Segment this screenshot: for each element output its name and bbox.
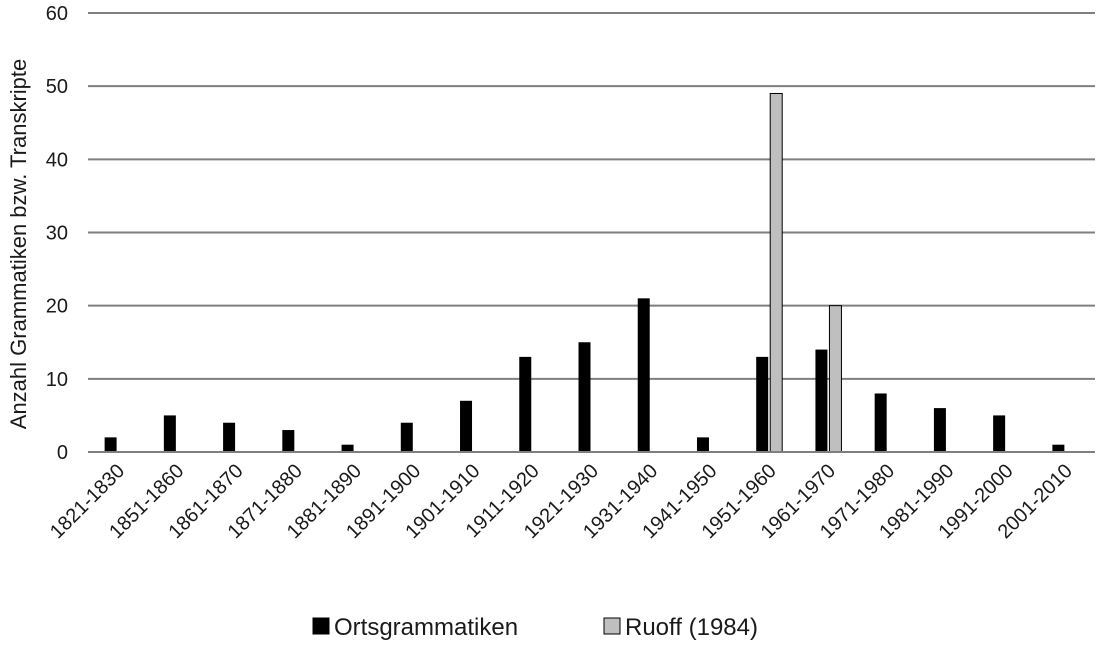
y-axis-label: Anzahl Grammatiken bzw. Transkripte: [6, 59, 31, 429]
y-tick-label: 10: [46, 369, 68, 391]
bar-ortsgrammatiken-1861-1870: [223, 422, 236, 452]
bar-ortsgrammatiken-1901-1910: [460, 400, 473, 452]
bar-ortsgrammatiken-1951-1960: [756, 356, 769, 452]
bar-ortsgrammatiken-1981-1990: [933, 408, 946, 452]
bar-ortsgrammatiken-1871-1880: [282, 430, 295, 452]
legend-label-ruoff: Ruoff (1984): [625, 614, 758, 641]
y-tick-label: 50: [46, 76, 68, 98]
bar-ortsgrammatiken-1991-2000: [993, 415, 1006, 452]
y-tick-label: 20: [46, 296, 68, 318]
legend-swatch-ruoff: [603, 617, 621, 635]
bar-ortsgrammatiken-1961-1970: [815, 349, 828, 452]
y-axis-ticks: 0 10 20 30 40 50 60: [46, 3, 68, 464]
legend-swatch-ortsgrammatiken: [312, 617, 330, 635]
bar-ortsgrammatiken-1821-1830: [104, 437, 117, 452]
bars: [104, 92, 1065, 453]
legend-label-ortsgrammatiken: Ortsgrammatiken: [334, 614, 518, 641]
bar-ortsgrammatiken-1971-1980: [874, 393, 887, 452]
bar-ortsgrammatiken-2001-2010: [1052, 444, 1065, 452]
bar-ortsgrammatiken-1921-1930: [578, 342, 591, 452]
bar-ruoff-1951-1960: [769, 92, 783, 453]
bar-ortsgrammatiken-1931-1940: [637, 298, 650, 452]
y-tick-label: 60: [46, 3, 68, 25]
x-axis-ticks: 1821-18301851-18601861-18701871-18801881…: [46, 460, 1077, 543]
bar-ortsgrammatiken-1941-1950: [696, 437, 709, 452]
bar-ortsgrammatiken-1881-1890: [341, 444, 354, 452]
bar-ruoff-1961-1970: [828, 305, 842, 453]
legend: Ortsgrammatiken Ruoff (1984): [312, 614, 758, 641]
bar-ortsgrammatiken-1891-1900: [400, 422, 413, 452]
bar-ortsgrammatiken-1851-1860: [163, 415, 176, 452]
gridlines: [88, 12, 1095, 380]
y-tick-label: 30: [46, 223, 68, 245]
y-tick-label: 0: [57, 442, 68, 464]
bar-ortsgrammatiken-1911-1920: [519, 356, 532, 452]
y-tick-label: 40: [46, 149, 68, 171]
